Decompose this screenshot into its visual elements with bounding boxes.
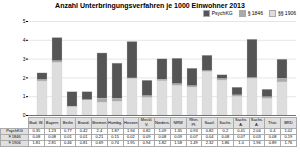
html-text:§§ 1906: §§ 1906 [277,10,296,16]
html-text:0.35: 0.35 [32,128,41,134]
html-text:0.09: 0.09 [142,134,151,140]
html-text:0.4: 0.4 [269,128,276,134]
html-text:Berlin: Berlin [62,119,73,125]
html-text:Rhin. Pf.: Rhin. Pf. [189,117,199,127]
html-text:Nieders.: Nieders. [155,119,170,125]
html-text:1.95: 1.95 [127,140,135,146]
html-text:1.86: 1.86 [221,140,230,146]
html-text:1.87: 1.87 [111,128,119,134]
html-text:0.77: 0.77 [64,128,72,134]
html-text:PsychKG: PsychKG [211,10,233,16]
html-text:0.03: 0.03 [253,134,261,140]
html-text:Bad. W. Bayern: Bad. W. Bayern [29,119,59,125]
svg-text:1: 1 [23,93,26,99]
html-text:1.81: 1.81 [32,140,41,146]
html-text:0.07: 0.07 [190,134,198,140]
html-text:0.21: 0.21 [95,134,104,140]
svg-text:2: 2 [23,75,26,81]
html-text:0.08: 0.08 [48,134,56,140]
html-text:0.19: 0.19 [284,134,293,140]
html-text:0.74: 0.74 [111,140,119,146]
html-text:0.81: 0.81 [79,140,88,146]
html-text:§ 1846: § 1846 [8,134,21,140]
html-text:1.82: 1.82 [158,140,167,146]
html-text:§ 1906: § 1906 [8,140,21,146]
html-text:0.01: 0.01 [64,134,72,140]
html-text:0.02: 0.02 [127,134,135,140]
html-text:0.08: 0.08 [158,134,167,140]
svg-text:0: 0 [23,112,26,117]
html-text:NRW: NRW [173,119,183,125]
html-text:§ 1846: § 1846 [247,10,263,16]
html-text:2.04: 2.04 [253,128,261,134]
html-text:0.46: 0.46 [64,140,72,146]
html-text:0.01: 0.01 [79,134,88,140]
html-text:0.82: 0.82 [142,128,151,134]
html-text:0.09: 0.09 [174,134,182,140]
html-text:2.32: 2.32 [205,140,214,146]
html-text:1.09: 1.09 [158,128,167,134]
html-text:1.35: 1.35 [174,128,182,134]
html-text:1.23: 1.23 [48,128,56,134]
html-text:0.93: 0.93 [190,128,198,134]
html-text:Anzahl Unterbringungsverfahren: Anzahl Unterbringungsverfahren je 1000 E… [55,2,245,9]
html-text:Saarl.: Saarl. [204,119,215,125]
svg-text:5: 5 [23,18,26,24]
html-text:0.07: 0.07 [237,134,245,140]
html-text:1.76: 1.76 [284,140,293,146]
html-text:0.08: 0.08 [268,134,277,140]
html-text:1.94: 1.94 [127,128,135,134]
html-text:1.49: 1.49 [190,140,198,146]
html-text:0.89: 0.89 [268,140,277,146]
html-text:0.04: 0.04 [205,134,214,140]
html-text:PsychKG: PsychKG [6,128,23,134]
html-text:0.94: 0.94 [142,140,151,146]
html-text:2.4: 2.4 [96,128,103,134]
html-text:0.69: 0.69 [95,140,104,146]
svg-text:3: 3 [23,56,26,62]
html-text:2.81: 2.81 [48,140,56,146]
html-text:1.0: 1.0 [238,140,244,146]
html-text:1.96: 1.96 [253,140,261,146]
html-text:Thür.: Thür. [268,119,278,125]
svg-text:4: 4 [23,37,26,43]
html-text:Sachs. A.: Sachs. A. [250,117,263,127]
html-text:BRD: BRD [284,119,293,125]
html-text:0.41: 0.41 [237,128,245,134]
html-text:0.15: 0.15 [111,134,119,140]
html-text:Sachs. A.: Sachs. A. [235,117,248,127]
html-text:0.08: 0.08 [221,134,230,140]
html-text:Sachs.: Sachs. [219,119,232,125]
html-text:1.58: 1.58 [174,140,182,146]
html-text:0.42: 0.42 [79,128,88,134]
html-text:0.2: 0.2 [222,128,229,134]
html-text:Brand. Bremen Hambg. Hessen Me: Brand. Bremen Hambg. Hessen Meckl. V. [77,117,153,127]
html-text:0.82: 0.82 [205,128,214,134]
html-text:1.02: 1.02 [284,128,293,134]
html-text:0.08: 0.08 [32,134,41,140]
